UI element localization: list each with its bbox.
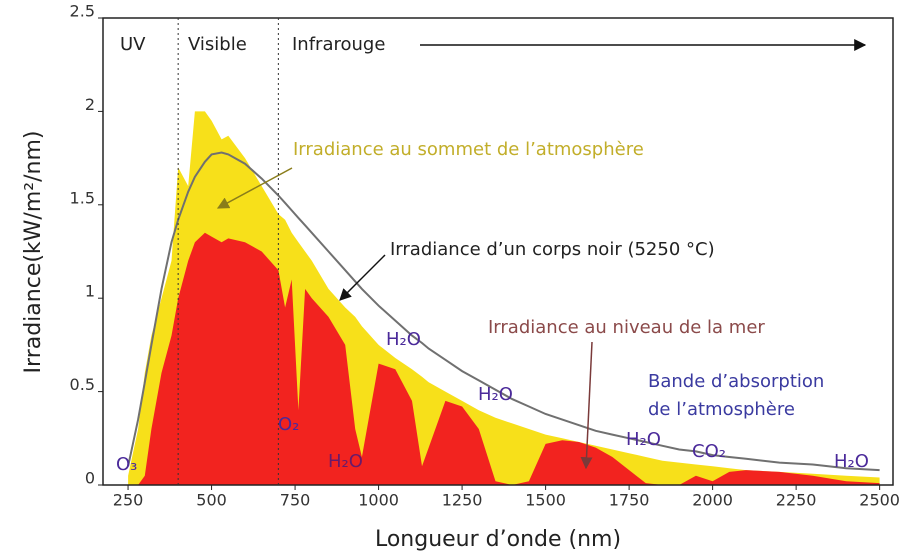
molecule-label: O₃ [116, 454, 137, 475]
molecule-label: CO₂ [692, 441, 726, 462]
x-tick-label: 1250 [442, 491, 483, 510]
region-label: Infrarouge [292, 34, 385, 55]
x-tick-label: 2500 [859, 491, 900, 510]
x-tick-label: 2250 [776, 491, 817, 510]
molecule-label: H₂O [328, 451, 363, 472]
sea-level-arrow [580, 341, 593, 470]
absorption-label: Bande d’absorption [648, 371, 824, 392]
y-tick-label: 0.5 [70, 375, 95, 394]
y-tick-label: 1.5 [70, 188, 95, 207]
region-label: Visible [188, 34, 247, 55]
absorption-label: de l’atmosphère [648, 399, 795, 420]
x-tick-label: 250 [113, 491, 144, 510]
x-axis-label: Longueur d’onde (nm) [375, 527, 621, 552]
y-tick-label: 0 [85, 469, 95, 488]
line [127, 151, 880, 472]
molecule-label: O₂ [278, 414, 299, 435]
y-tick-label: 2 [85, 95, 95, 114]
toa-arrow [216, 167, 293, 209]
series-annotation: Irradiance au niveau de la mer [488, 317, 765, 338]
y-tick-label: 2.5 [70, 2, 95, 21]
series-annotation: Irradiance d’un corps noir (5250 °C) [390, 239, 715, 260]
area [128, 232, 880, 485]
x-tick-label: 1000 [358, 491, 399, 510]
molecule-label: H₂O [834, 451, 869, 472]
x-tick-label: 2000 [692, 491, 733, 510]
molecule-label: H₂O [478, 384, 513, 405]
series-annotation: Irradiance au sommet de l’atmosphère [293, 139, 644, 160]
x-tick-label: 1750 [609, 491, 650, 510]
plot-area [127, 111, 880, 486]
region-label: UV [120, 34, 146, 55]
x-tick-label: 750 [280, 491, 311, 510]
y-tick-label: 1 [85, 282, 95, 301]
molecule-label: H₂O [386, 329, 421, 350]
x-tick-label: 500 [196, 491, 227, 510]
molecule-label: H₂O [626, 429, 661, 450]
y-axis-label: Irradiance(kW/m²/nm) [21, 131, 46, 374]
x-tick-label: 1500 [525, 491, 566, 510]
blackbody-arrow [339, 254, 386, 301]
plot-frame [102, 17, 894, 486]
